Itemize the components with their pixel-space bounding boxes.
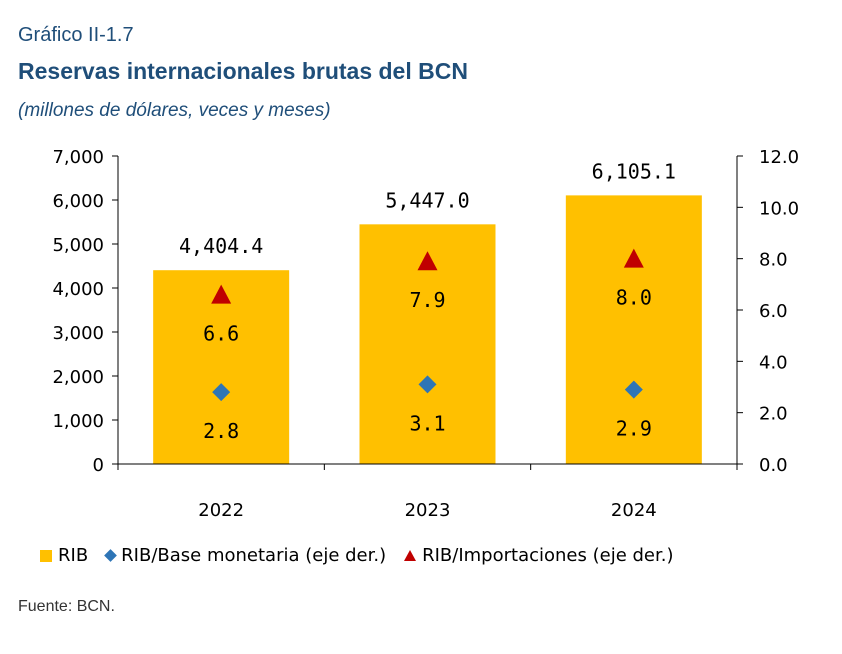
triangle-value-label: 8.0 — [616, 286, 652, 310]
chart-units: (millones de dólares, veces y meses) — [18, 100, 331, 121]
triangle-value-label: 7.9 — [409, 288, 445, 312]
marker-triangle — [623, 248, 644, 268]
marker-triangle — [417, 251, 438, 271]
y-right-tick-label: 8.0 — [759, 250, 788, 271]
bar-value-label: 4,404.4 — [179, 234, 263, 258]
diamond-value-label: 2.9 — [616, 417, 652, 441]
legend-label-base-monetaria: RIB/Base monetaria (eje der.) — [121, 545, 387, 566]
y-left-tick-label: 3,000 — [52, 323, 104, 344]
marker-diamond — [624, 380, 643, 399]
x-tick-label: 2022 — [198, 500, 244, 521]
triangle-value-label: 6.6 — [203, 322, 239, 346]
legend-triangle-icon — [404, 550, 417, 561]
diamond-value-label: 3.1 — [409, 411, 445, 435]
chart-legend: RIB RIB/Base monetaria (eje der.) RIB/Im… — [40, 545, 692, 566]
bar-value-label: 6,105.1 — [592, 159, 676, 183]
chart-source: Fuente: BCN. — [18, 598, 115, 615]
y-left-tick-label: 6,000 — [52, 191, 104, 212]
y-left-tick-label: 4,000 — [52, 279, 104, 300]
legend-diamond-icon — [104, 549, 118, 562]
x-tick-label: 2023 — [405, 500, 451, 521]
y-right-tick-label: 10.0 — [759, 198, 799, 219]
y-right-tick-label: 0.0 — [759, 455, 788, 476]
legend-bar-swatch — [40, 549, 52, 562]
y-right-tick-label: 12.0 — [759, 147, 799, 168]
y-left-tick-label: 0 — [93, 455, 104, 476]
legend-item-importaciones: RIB/Importaciones (eje der.) — [404, 545, 674, 566]
marker-diamond — [212, 383, 231, 402]
marker-diamond — [418, 375, 437, 394]
y-left-tick-label: 1,000 — [52, 411, 104, 432]
bar-value-label: 5,447.0 — [385, 188, 469, 212]
y-right-tick-label: 4.0 — [759, 352, 788, 373]
legend-item-base-monetaria: RIB/Base monetaria (eje der.) — [104, 545, 387, 566]
y-right-tick-label: 2.0 — [759, 404, 788, 425]
marker-triangle — [211, 284, 232, 304]
diamond-value-label: 2.8 — [203, 419, 239, 443]
legend-item-rib: RIB — [40, 545, 88, 566]
x-tick-label: 2024 — [611, 500, 657, 521]
chart-subtitle: Gráfico II-1.7 — [18, 24, 134, 46]
y-left-tick-label: 7,000 — [52, 147, 104, 168]
y-left-tick-label: 5,000 — [52, 235, 104, 256]
chart-svg: 0 1,000 2,000 3,000 4,000 5,000 6,000 7,000 0.0 2… — [52, 147, 799, 521]
y-right-tick-label: 6.0 — [759, 301, 788, 322]
y-left-tick-label: 2,000 — [52, 367, 104, 388]
chart-title: Reservas internacionales brutas del BCN — [18, 58, 468, 84]
legend-label-importaciones: RIB/Importaciones (eje der.) — [422, 545, 674, 566]
bar-2024 — [565, 195, 702, 464]
legend-label-rib: RIB — [58, 545, 89, 566]
